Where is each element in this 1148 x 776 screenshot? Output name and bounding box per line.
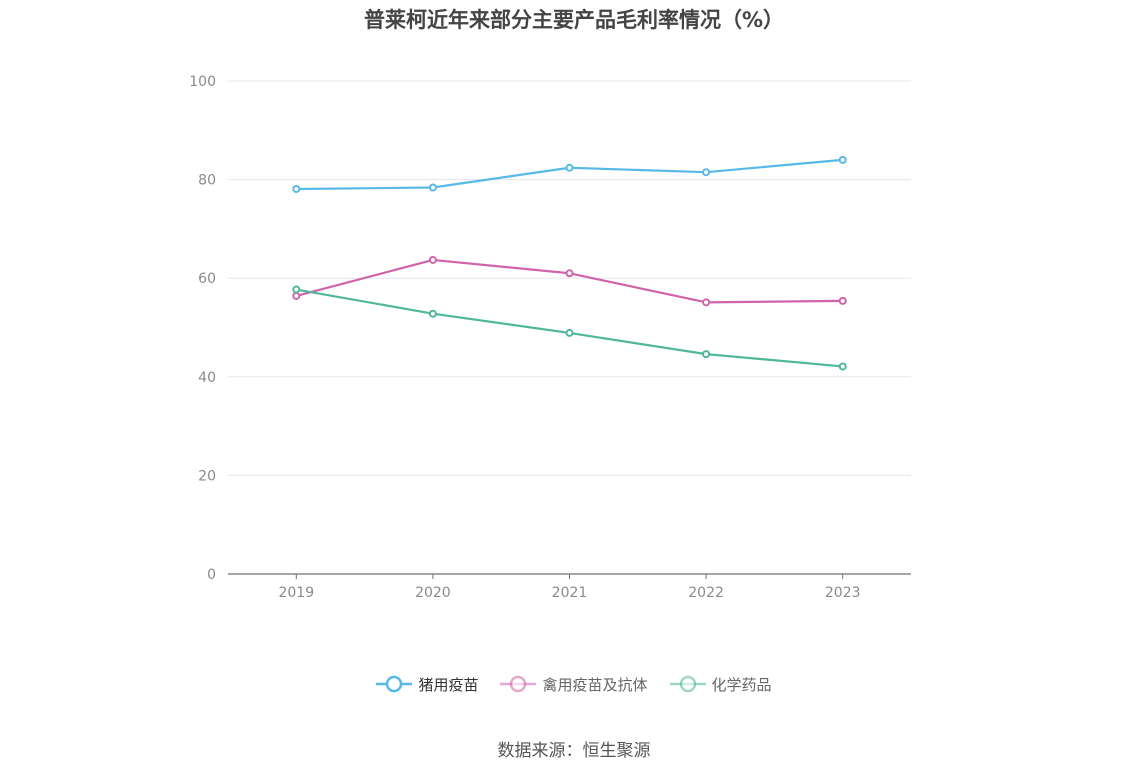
data-point-s3-2019 [292, 285, 301, 294]
x-tick-label-2023: 2023 [825, 585, 861, 601]
y-tick-label-0: 0 [207, 567, 216, 583]
data-point-s1-2023 [838, 155, 847, 164]
legend-item-3[interactable]: 化学药品 [669, 672, 772, 696]
data-point-s2-2021 [565, 269, 574, 278]
data-point-s3-2022 [702, 350, 711, 359]
line-chart: 0 20 40 60 80 100 2019 2020 2021 2022 2023 [189, 74, 911, 601]
x-tick-label-2022: 2022 [688, 585, 724, 601]
legend-label: 化学药品 [711, 675, 772, 694]
legend-marker-icon [500, 675, 537, 693]
y-tick-label-20: 20 [198, 468, 216, 484]
data-point-s2-2022 [702, 298, 711, 307]
data-source: 数据来源：恒生聚源 [497, 741, 651, 761]
chart-title: 普莱柯近年来部分主要产品毛利率情况（%） [363, 8, 785, 32]
data-point-s3-2021 [565, 328, 574, 337]
data-point-s3-2020 [428, 309, 437, 318]
y-tick-label-100: 100 [189, 74, 216, 90]
x-tick-label-2019: 2019 [278, 585, 314, 601]
data-point-s2-2020 [428, 255, 437, 264]
data-point-s1-2021 [565, 163, 574, 172]
data-point-s1-2022 [702, 168, 711, 177]
legend: 猪用疫苗 禽用疫苗及抗体 化学药品 [0, 672, 1148, 696]
x-tick-label-2021: 2021 [552, 585, 588, 601]
y-tick-label-80: 80 [198, 173, 216, 189]
legend-label: 猪用疫苗 [418, 675, 479, 694]
data-point-s2-2019 [292, 291, 301, 300]
data-point-s2-2023 [838, 296, 847, 305]
x-tick-label-2020: 2020 [415, 585, 451, 601]
y-tick-label-40: 40 [198, 370, 216, 386]
legend-item-2[interactable]: 禽用疫苗及抗体 [500, 672, 648, 696]
data-point-s1-2020 [428, 183, 437, 192]
legend-item-1[interactable]: 猪用疫苗 [376, 672, 478, 696]
legend-marker-icon [376, 675, 413, 693]
data-point-s3-2023 [838, 362, 847, 371]
series-line-2 [296, 258, 843, 304]
y-tick-label-60: 60 [198, 271, 216, 287]
legend-marker-icon [669, 675, 706, 693]
data-point-s1-2019 [292, 184, 301, 193]
legend-label: 禽用疫苗及抗体 [542, 675, 648, 694]
